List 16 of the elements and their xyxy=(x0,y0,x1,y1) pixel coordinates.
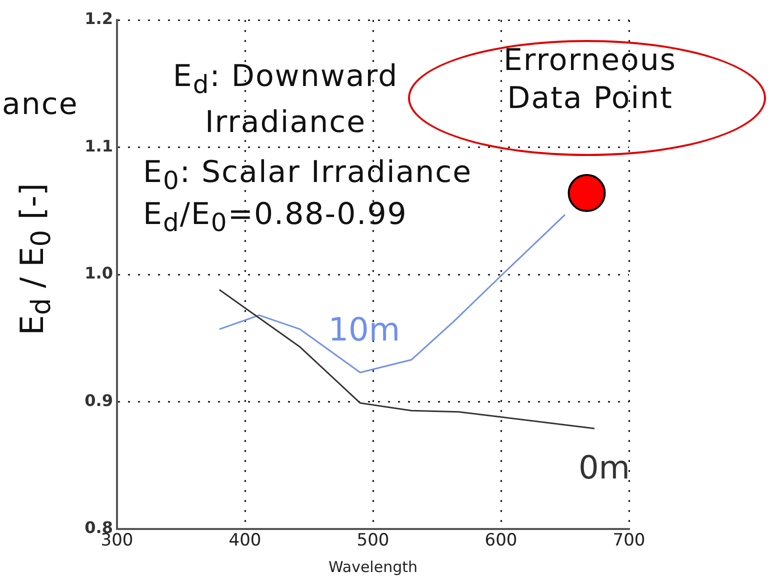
annotation: Errorneous Data Point xyxy=(502,42,678,118)
text: ance xyxy=(2,86,80,124)
x-axis-title: Wavelength xyxy=(328,558,418,576)
y-tick-label: 1.0 xyxy=(84,264,113,283)
annotation: E$_{d}$/E$_{0}$=0.88-0.99 xyxy=(143,196,408,239)
annotation: E$_{d}$: Downward Irradiance xyxy=(172,58,400,142)
annotation: E$_{0}$: Scalar Irradiance xyxy=(143,155,472,195)
series-label: 10m xyxy=(328,310,400,348)
y-tick-label: 1.1 xyxy=(84,136,113,156)
x-tick-label: 600 xyxy=(484,530,518,551)
x-tick-label: 400 xyxy=(228,530,262,551)
x-tick-label: 500 xyxy=(356,530,390,551)
x-tick-label: 700 xyxy=(612,530,646,551)
series-label: 0m xyxy=(578,448,630,486)
y-tick-label: 1.2 xyxy=(84,9,113,28)
y-tick-label: 0.9 xyxy=(84,390,113,410)
